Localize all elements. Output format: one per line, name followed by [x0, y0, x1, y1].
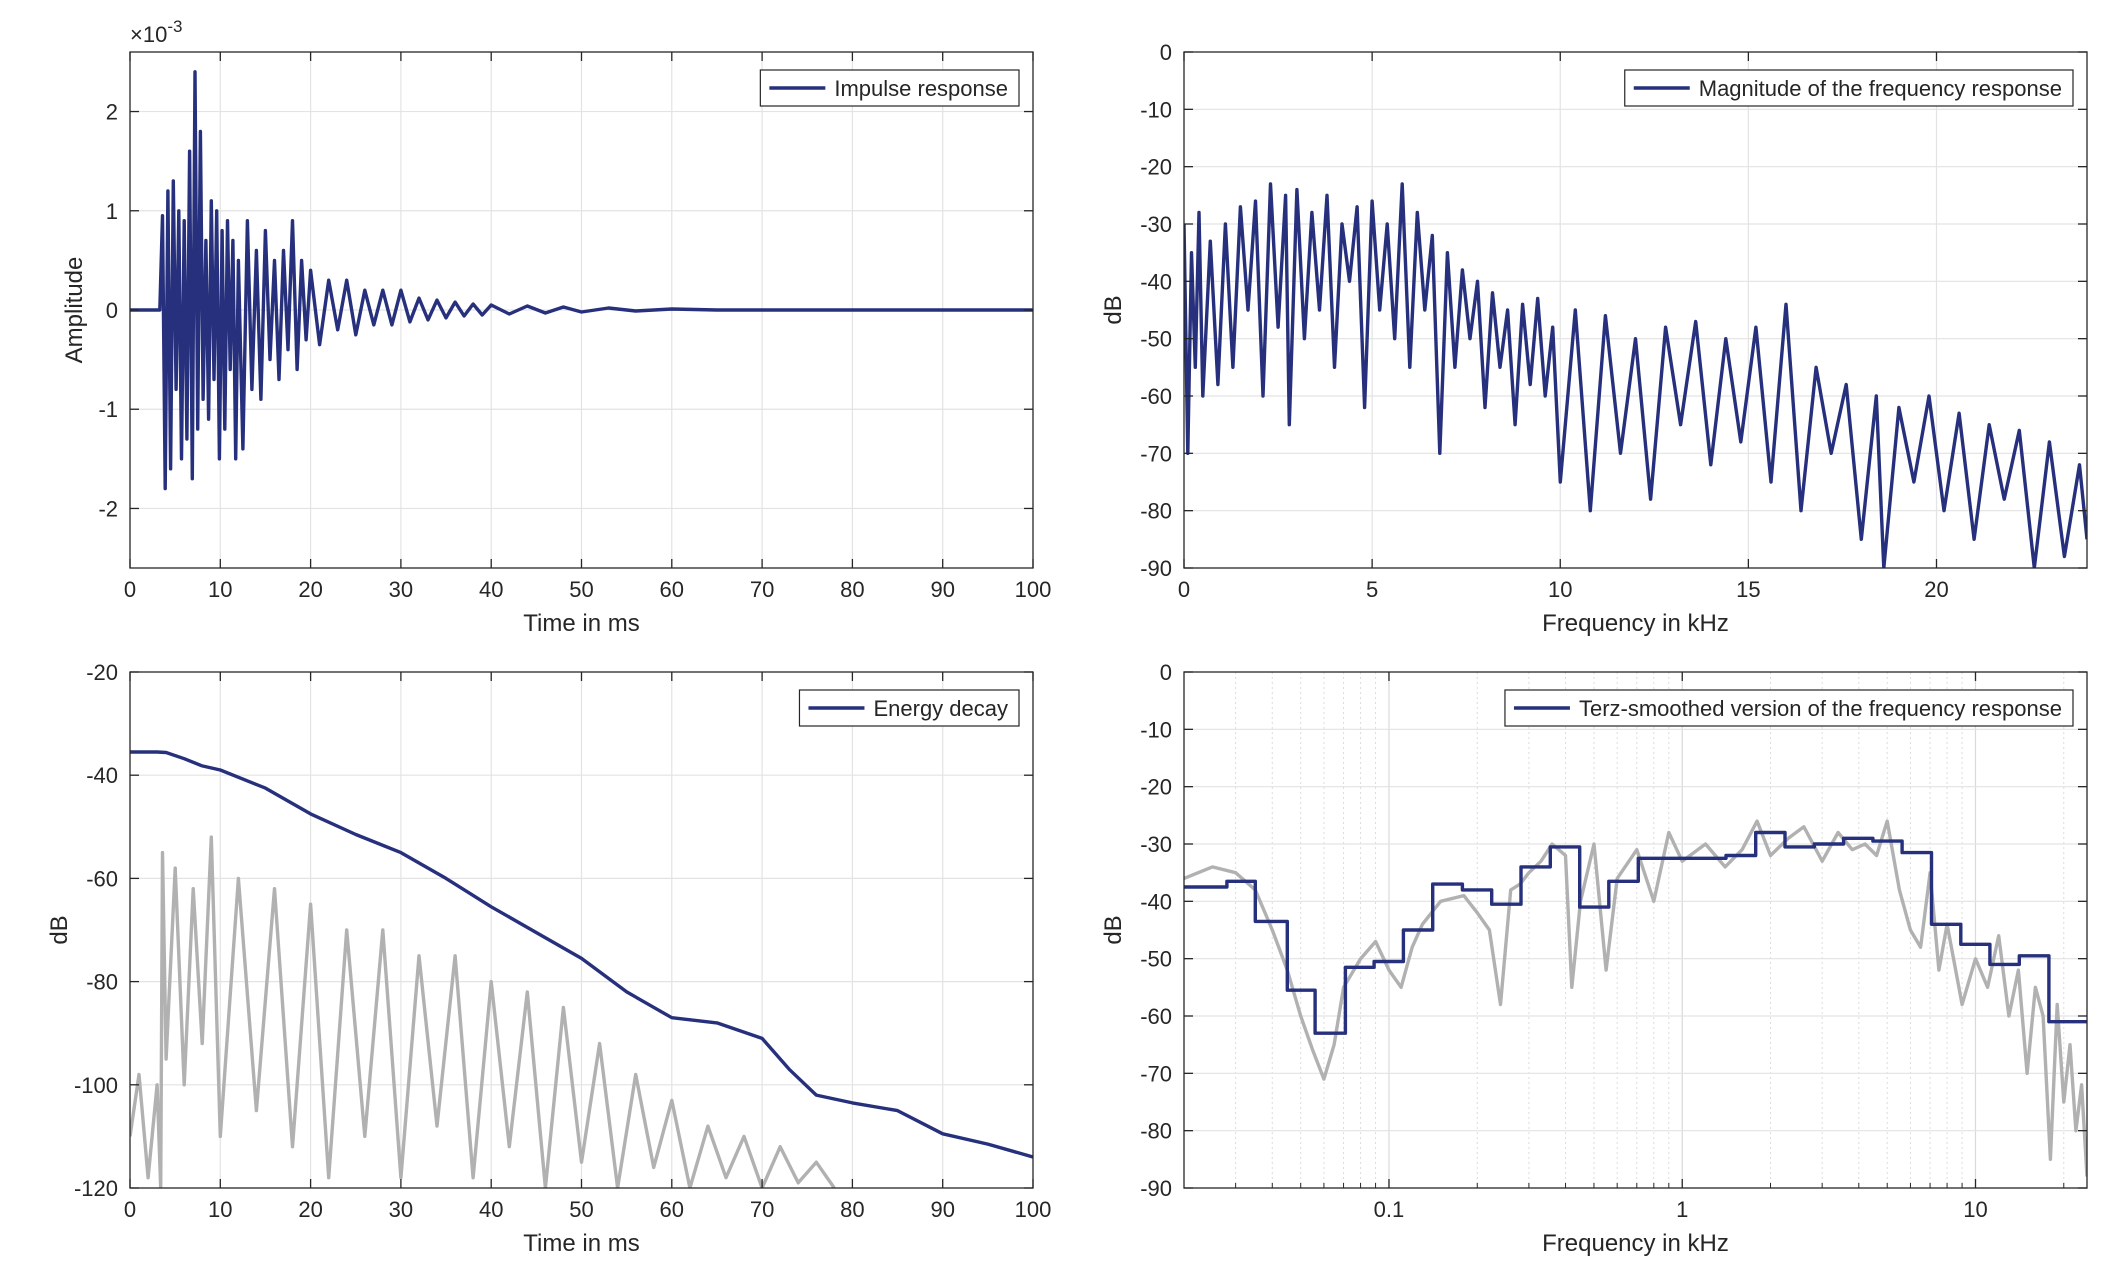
y-tick-label: -90 — [1140, 556, 1172, 581]
legend-label: Terz-smoothed version of the frequency r… — [1579, 696, 2062, 721]
plot-area — [1184, 672, 2087, 1188]
y-tick-label: -40 — [1140, 269, 1172, 294]
legend-box — [1504, 689, 2074, 727]
y-tick-label: -120 — [74, 1176, 118, 1201]
x-tick-label: 80 — [840, 577, 864, 602]
chart-impulse: 0 10 20 30 40 50 60 70 80 90 100 -2 -1 0 1 2 Time in ms A… — [61, 17, 1051, 637]
x-axis-label: Time in ms — [523, 1230, 639, 1257]
y-exponent-label: ×10-3 — [130, 17, 182, 47]
x-tick-label: 15 — [1736, 577, 1760, 602]
x-tick-label: 100 — [1015, 577, 1052, 602]
x-tick-label: 20 — [298, 577, 322, 602]
x-tick-label: 1 — [1676, 1197, 1688, 1222]
x-tick-label: 5 — [1366, 577, 1378, 602]
y-tick-label: -90 — [1140, 1176, 1172, 1201]
y-tick-label: 2 — [106, 100, 118, 125]
y-tick-label: -10 — [1140, 97, 1172, 122]
y-tick-label: -50 — [1140, 947, 1172, 972]
x-tick-label: 10 — [1548, 577, 1572, 602]
legend: Magnitude of the frequency response — [1624, 69, 2074, 107]
x-tick-label: 50 — [569, 1197, 593, 1222]
y-tick-label: -80 — [1140, 499, 1172, 524]
series-line-background — [130, 835, 836, 1188]
y-tick-label: -40 — [1140, 889, 1172, 914]
x-tick-label: 20 — [298, 1197, 322, 1222]
y-tick-label: -70 — [1140, 1061, 1172, 1086]
series-line — [1184, 182, 2087, 568]
x-tick-label: 70 — [750, 577, 774, 602]
x-tick-label: 100 — [1015, 1197, 1052, 1222]
y-tick-label: 0 — [1160, 40, 1172, 65]
x-tick-label: 0.1 — [1374, 1197, 1405, 1222]
axes-box — [1183, 671, 2088, 1189]
y-tick-label: -100 — [74, 1073, 118, 1098]
grid — [1184, 52, 2087, 568]
y-tick-label: -10 — [1140, 717, 1172, 742]
y-axis-label: Amplitude — [61, 257, 88, 364]
chart-terz: 0.1 1 10 0 -10 -20 -30 -40 -50 -60 -70 -80 -90 Freque… — [1100, 660, 2088, 1257]
x-tick-label: 10 — [1963, 1197, 1987, 1222]
series-line-background — [1184, 819, 2087, 1177]
x-tick-label: 20 — [1924, 577, 1948, 602]
y-tick-label: 0 — [106, 298, 118, 323]
y-tick-label: -20 — [86, 660, 118, 685]
x-axis-label: Frequency in kHz — [1542, 610, 1729, 637]
y-tick-label: -20 — [1140, 155, 1172, 180]
x-tick-label: 40 — [479, 577, 503, 602]
x-tick-label: 60 — [660, 1197, 684, 1222]
x-axis-label: Frequency in kHz — [1542, 1230, 1729, 1257]
y-tick-label: -1 — [98, 397, 118, 422]
axes-box — [1183, 51, 2088, 569]
x-tick-label: 90 — [930, 577, 954, 602]
legend-label: Impulse response — [834, 76, 1008, 101]
y-tick-label: -80 — [1140, 1119, 1172, 1144]
series-line — [130, 70, 1033, 491]
x-tick-label: 0 — [124, 1197, 136, 1222]
y-tick-label: -30 — [1140, 212, 1172, 237]
x-tick-label: 70 — [750, 1197, 774, 1222]
y-tick-label: -20 — [1140, 775, 1172, 800]
x-tick-label: 30 — [389, 577, 413, 602]
x-tick-label: 60 — [660, 577, 684, 602]
x-tick-label: 0 — [124, 577, 136, 602]
x-tick-label: 10 — [208, 1197, 232, 1222]
y-tick-label: 0 — [1160, 660, 1172, 685]
y-tick-label: -50 — [1140, 327, 1172, 352]
chart-energy_decay: 0 10 20 30 40 50 60 70 80 90 100 -20 -40 -60 -80 -100 -1… — [46, 660, 1051, 1257]
legend: Impulse response — [759, 69, 1020, 107]
legend: Energy decay — [798, 689, 1020, 727]
legend-box — [1624, 69, 2074, 107]
x-tick-label: 50 — [569, 577, 593, 602]
y-tick-label: -60 — [1140, 384, 1172, 409]
y-tick-label: -40 — [86, 763, 118, 788]
legend-label: Magnitude of the frequency response — [1699, 76, 2062, 101]
series-line — [1184, 830, 2087, 1035]
grid — [130, 672, 1033, 1188]
y-tick-label: -80 — [86, 970, 118, 995]
x-tick-label: 90 — [930, 1197, 954, 1222]
y-tick-label: 1 — [106, 199, 118, 224]
chart-magnitude: 0 5 10 15 20 0 -10 -20 -30 -40 -50 -60 -70 -80 -90 Freq… — [1100, 40, 2088, 637]
y-tick-label: -60 — [1140, 1004, 1172, 1029]
x-tick-label: 40 — [479, 1197, 503, 1222]
y-axis-label: dB — [46, 915, 73, 944]
x-tick-label: 0 — [1178, 577, 1190, 602]
y-tick-label: -30 — [1140, 832, 1172, 857]
x-tick-label: 80 — [840, 1197, 864, 1222]
y-tick-label: -70 — [1140, 441, 1172, 466]
x-tick-label: 10 — [208, 577, 232, 602]
y-axis-label: dB — [1100, 295, 1127, 324]
y-axis-label: dB — [1100, 915, 1127, 944]
x-tick-label: 30 — [389, 1197, 413, 1222]
legend: Terz-smoothed version of the frequency r… — [1504, 689, 2074, 727]
legend-label: Energy decay — [873, 696, 1008, 721]
y-tick-label: -2 — [98, 496, 118, 521]
y-tick-label: -60 — [86, 866, 118, 891]
x-axis-label: Time in ms — [523, 610, 639, 637]
series-line — [130, 750, 1033, 1159]
